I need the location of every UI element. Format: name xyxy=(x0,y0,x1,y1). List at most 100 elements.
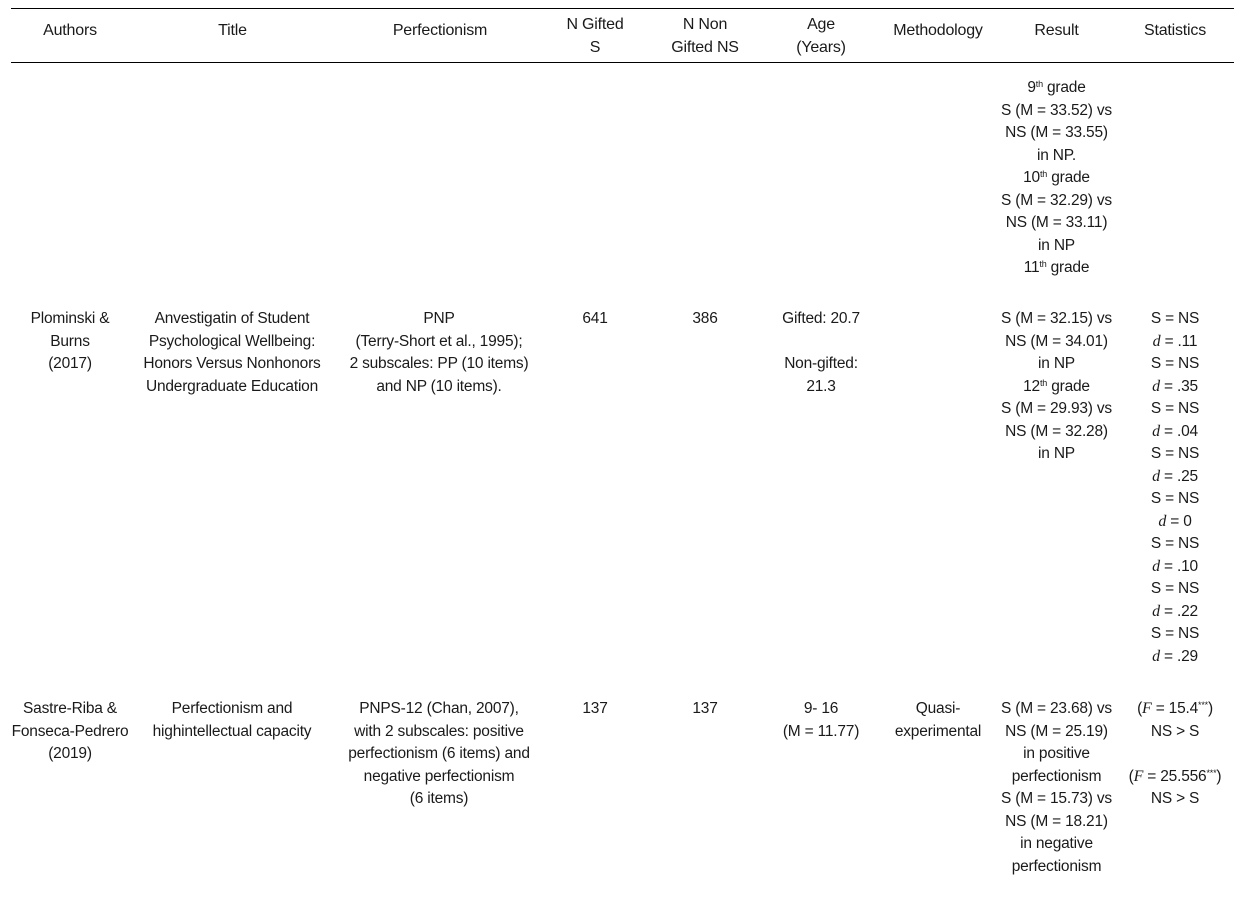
result-grade12: 12th grade xyxy=(1023,377,1090,395)
stat-f-test: (F = 25.556***) xyxy=(1128,767,1222,785)
result-line: S (M = 32.29) vs xyxy=(1001,191,1112,209)
row2-perfectionism: PNPS-12 (Chan, 2007), with 2 subscales: … xyxy=(339,698,539,811)
row1-n-non-gifted: 386 xyxy=(692,310,718,327)
cell-line xyxy=(771,331,871,354)
header-age: Age (Years) xyxy=(771,14,871,59)
result-line: NS (M = 33.11) xyxy=(1005,214,1108,231)
stat-comparison: S = NS xyxy=(1150,445,1200,462)
stat-comparison: S = NS xyxy=(1150,580,1200,597)
cell-line: Undergraduate Education xyxy=(145,377,319,395)
table-header-rule xyxy=(11,62,1234,63)
header-age-line2: (Years) xyxy=(796,38,846,56)
header-n-non-gifted: N Non Gifted NS xyxy=(655,14,755,59)
row1-statistics: S = NS d = .11 S = NS d = .35 S = NS d =… xyxy=(1120,308,1230,668)
cell-line: 21.3 xyxy=(806,377,836,395)
row1-n-gifted: 641 xyxy=(582,310,608,327)
result-line: in NP xyxy=(1038,355,1075,372)
result-line: S (M = 32.15) vs xyxy=(1001,310,1112,327)
stat-comparison: S = NS xyxy=(1150,535,1200,552)
stat-effect-size: d = .11 xyxy=(1152,332,1198,350)
header-statistics: Statistics xyxy=(1143,22,1207,39)
header-age-line1: Age xyxy=(807,16,835,33)
header-perfectionism: Perfectionism xyxy=(392,22,488,39)
result-line: NS (M = 34.01) xyxy=(1005,332,1108,350)
stat-effect-size: d = .25 xyxy=(1152,467,1198,485)
stat-comparison: NS > S xyxy=(1150,790,1200,807)
stat-effect-size: d = .04 xyxy=(1152,422,1198,440)
result-line: in positive xyxy=(1023,745,1090,762)
result-line: in NP xyxy=(1038,236,1075,254)
header-methodology: Methodology xyxy=(893,22,983,39)
header-n-gifted-line1: N Gifted xyxy=(566,16,624,33)
result-line: NS (M = 25.19) xyxy=(1005,722,1108,740)
cell-line: (2019) xyxy=(48,745,92,762)
cell-line: Non-gifted: xyxy=(784,355,858,372)
header-n-non-gifted-line1: N Non xyxy=(682,16,728,33)
table-top-rule xyxy=(11,8,1234,9)
result-line: S (M = 23.68) vs xyxy=(1001,700,1112,717)
header-title: Title xyxy=(218,22,247,39)
row2-title: Perfectionism and highintellectual capac… xyxy=(132,698,332,743)
header-n-gifted-line2: S xyxy=(589,38,601,56)
stat-effect-size: d = 0 xyxy=(1158,512,1192,530)
header-authors: Authors xyxy=(43,22,97,39)
header-n-non-gifted-line2: Gifted NS xyxy=(671,38,739,56)
row1-authors: Plominski & Burns (2017) xyxy=(20,308,120,376)
row1-age: Gifted: 20.7 Non-gifted: 21.3 xyxy=(771,308,871,398)
cell-line: Fonseca-Pedrero xyxy=(11,722,129,740)
row2-result: S (M = 23.68) vs NS (M = 25.19) in posit… xyxy=(990,698,1123,878)
cell-line: Quasi- xyxy=(915,700,961,717)
row2-authors: Sastre-Riba & Fonseca-Pedrero (2019) xyxy=(10,698,130,766)
cell-line: PNP xyxy=(423,310,455,327)
result-line: S (M = 15.73) vs xyxy=(1001,790,1112,807)
stat-effect-size: d = .10 xyxy=(1152,557,1198,575)
row2-n-non-gifted: 137 xyxy=(692,700,718,717)
cell-line: 9- 16 xyxy=(803,700,839,717)
result-line: S (M = 33.52) vs xyxy=(1001,101,1112,119)
cell-line: Sastre-Riba & xyxy=(23,700,117,717)
result-line: in NP. xyxy=(1036,146,1076,164)
cell-line: perfectionism (6 items) and xyxy=(348,745,530,762)
cell-line: Burns xyxy=(50,332,90,350)
stat-effect-size: d = .22 xyxy=(1152,602,1198,620)
row2-age: 9- 16 (M = 11.77) xyxy=(771,698,871,743)
row1-title: Anvestigatin of Student Psychological We… xyxy=(132,308,332,398)
result-line: in negative xyxy=(1020,835,1093,852)
cell-line: Gifted: 20.7 xyxy=(782,310,860,327)
cell-line: Plominski & xyxy=(30,310,110,327)
cell-line: negative perfectionism xyxy=(363,767,515,785)
stat-comparison: S = NS xyxy=(1150,310,1200,327)
header-n-gifted: N Gifted S xyxy=(545,14,645,59)
result-line: NS (M = 33.55) xyxy=(1005,124,1108,141)
stat-comparison: S = NS xyxy=(1150,355,1200,372)
result-line: NS (M = 32.28) xyxy=(1005,422,1108,440)
stat-effect-size: d = .35 xyxy=(1152,377,1198,395)
cell-line: PNPS-12 (Chan, 2007), xyxy=(359,700,519,717)
result-line: NS (M = 18.21) xyxy=(1005,812,1108,830)
cell-line: 2 subscales: PP (10 items) xyxy=(349,355,529,372)
result-line: perfectionism xyxy=(1011,857,1102,875)
stat-f-test: (F = 15.4***) xyxy=(1137,700,1213,717)
stat-comparison: NS > S xyxy=(1150,722,1200,740)
row2-statistics: (F = 15.4***) NS > S (F = 25.556***) NS … xyxy=(1116,698,1234,811)
row2-n-gifted: 137 xyxy=(582,700,608,717)
cell-line: Honors Versus Nonhonors xyxy=(143,355,321,372)
result-grade9: 9th grade xyxy=(1027,79,1086,96)
stat-effect-size: d = .29 xyxy=(1152,647,1198,665)
stat-comparison: S = NS xyxy=(1150,400,1200,417)
cell-line: with 2 subscales: positive xyxy=(354,722,524,740)
stat-comparison: S = NS xyxy=(1150,625,1200,642)
result-line: perfectionism xyxy=(1011,767,1102,785)
cell-line: and NP (10 items). xyxy=(376,377,502,395)
cell-line: (6 items) xyxy=(409,790,469,807)
cell-line: (Terry-Short et al., 1995); xyxy=(355,332,523,350)
cell-line: Psychological Wellbeing: xyxy=(148,332,316,350)
result-line: in NP xyxy=(1038,445,1075,462)
row2-methodology: Quasi- experimental xyxy=(880,698,996,743)
continued-result: 9th grade S (M = 33.52) vs NS (M = 33.55… xyxy=(990,77,1123,280)
stat-comparison: S = NS xyxy=(1150,490,1200,507)
cell-line: highintellectual capacity xyxy=(152,722,312,740)
cell-line: experimental xyxy=(894,722,982,740)
stat-spacer xyxy=(1116,743,1234,766)
result-line: S (M = 29.93) vs xyxy=(1001,400,1112,417)
